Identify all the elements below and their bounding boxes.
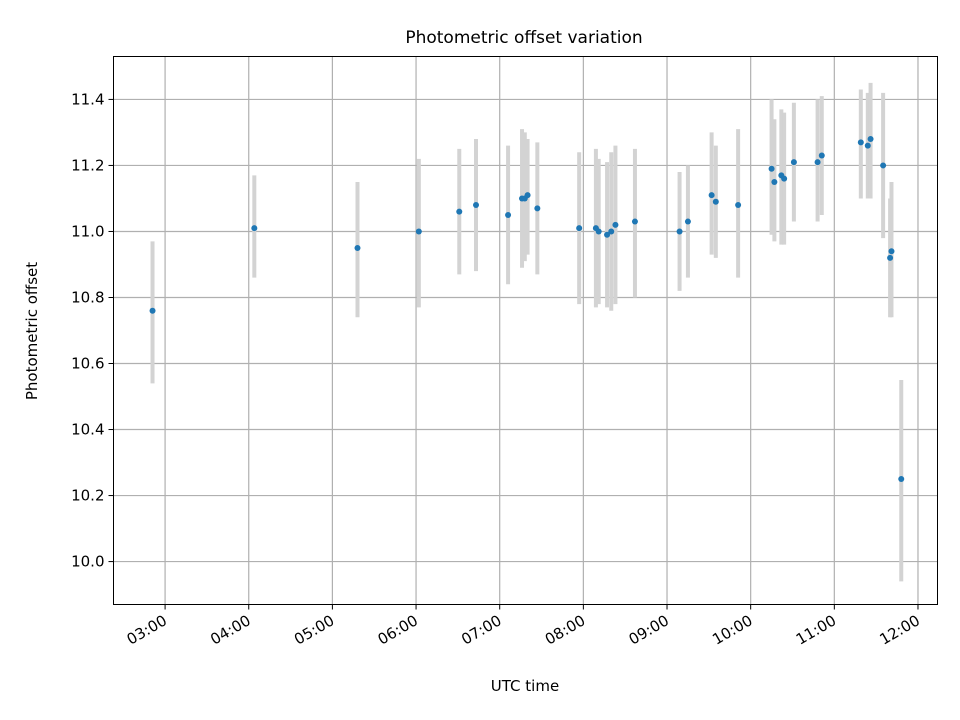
y-axis-ticks: 10.0 10.2 10.4 10.6 10.8 11.0 11.2 11.4 [71,90,114,571]
data-point [712,198,719,205]
data-point [864,142,871,149]
data-points [149,136,905,483]
data-point [604,231,611,238]
y-tick-label: 11.4 [71,90,104,108]
data-point [456,208,463,215]
data-point [534,205,541,212]
data-point [631,218,638,225]
y-tick-label: 10.0 [71,553,104,571]
data-point [857,139,864,146]
data-point [790,159,797,166]
data-point [735,202,742,209]
data-point [608,228,615,235]
data-point [684,218,691,225]
data-point [595,228,602,235]
data-point [880,162,887,169]
y-tick-label: 10.8 [71,288,104,306]
data-point [505,211,512,218]
y-tick-label: 10.2 [71,487,104,505]
y-axis-label: Photometric offset [23,262,41,400]
y-tick-label: 11.0 [71,222,104,240]
data-point [149,307,156,314]
data-point [676,228,683,235]
grid-lines [113,56,938,605]
data-point [708,192,715,199]
data-point [473,202,480,209]
data-point [898,476,905,483]
y-tick-label: 10.4 [71,421,104,439]
data-point [867,136,874,143]
y-tick-label: 10.6 [71,355,104,373]
y-tick-label: 11.2 [71,156,104,174]
data-point [576,225,583,232]
data-point [612,221,619,228]
data-point [768,165,775,172]
data-point [887,254,894,261]
data-point [781,175,788,182]
data-point [888,248,895,255]
x-axis-label: UTC time [491,677,559,695]
data-point [818,152,825,159]
data-point [771,178,778,185]
data-point [524,192,531,199]
data-point [354,244,361,251]
data-point [415,228,422,235]
data-point [814,159,821,166]
data-point [251,225,258,232]
plot-frame [113,56,938,605]
chart-title: Photometric offset variation [405,28,642,48]
